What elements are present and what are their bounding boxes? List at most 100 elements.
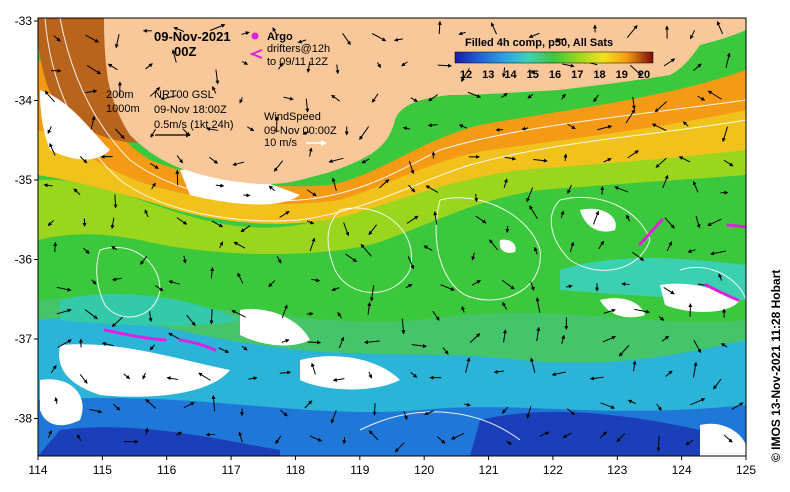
wind-legend-line1: WindSpeed xyxy=(264,111,321,123)
current-vector xyxy=(309,237,316,252)
drifter-legend-icon xyxy=(249,49,263,59)
current-vector xyxy=(530,357,536,374)
colorbar-ticks: 12 13 14 15 16 17 18 19 20 xyxy=(460,69,650,81)
current-vector xyxy=(369,285,375,302)
current-vector xyxy=(364,340,380,345)
credit-text: © IMOS 13-Nov-2021 11:28 Hobart xyxy=(769,270,783,462)
current-vector xyxy=(232,161,244,167)
current-vector xyxy=(150,128,156,138)
current-vector xyxy=(710,250,726,256)
current-vector xyxy=(432,310,440,321)
current-vector xyxy=(490,22,498,35)
current-vector xyxy=(561,93,566,100)
current-vector xyxy=(268,185,276,192)
current-vector xyxy=(281,339,290,343)
current-vector xyxy=(47,429,53,439)
current-vector xyxy=(437,63,452,68)
wind-legend-line3: 10 m/s xyxy=(264,137,298,149)
current-vector xyxy=(151,182,156,190)
current-vector xyxy=(173,26,185,33)
current-vector xyxy=(406,215,419,224)
current-vector xyxy=(306,220,315,225)
current-vector xyxy=(663,286,675,295)
current-vector xyxy=(50,364,57,374)
current-vector xyxy=(145,63,153,70)
current-vector xyxy=(469,333,481,343)
current-vector xyxy=(371,33,387,42)
current-vector xyxy=(528,32,540,38)
current-vector xyxy=(707,218,722,226)
current-vector xyxy=(504,156,517,161)
current-vector xyxy=(599,431,607,439)
current-vector xyxy=(368,224,377,236)
current-vector xyxy=(536,326,541,342)
current-vector xyxy=(693,63,702,72)
current-vector xyxy=(526,187,534,203)
current-vector xyxy=(247,126,255,132)
current-vector xyxy=(160,95,177,101)
current-vector xyxy=(618,345,630,357)
current-vector xyxy=(661,335,670,342)
current-vector xyxy=(503,178,508,189)
isobath-label-1000: 1000m xyxy=(106,103,140,115)
current-vector xyxy=(276,255,282,264)
current-vector xyxy=(56,286,72,292)
current-vector xyxy=(237,272,244,284)
current-vector xyxy=(562,63,575,68)
current-vector xyxy=(621,282,630,287)
current-vector xyxy=(79,156,88,164)
current-vector xyxy=(155,285,164,292)
current-vector xyxy=(306,61,311,73)
current-vector xyxy=(171,49,177,63)
current-vector xyxy=(44,90,55,103)
current-vector xyxy=(627,150,639,159)
colorbar-tick-label: 18 xyxy=(593,69,605,81)
current-vector xyxy=(305,98,310,113)
current-vector xyxy=(625,109,636,124)
x-tick-label: 116 xyxy=(157,463,176,477)
current-vector xyxy=(440,284,455,291)
current-vector xyxy=(183,402,195,409)
current-vector xyxy=(337,312,342,319)
y-tick-label: -35 xyxy=(15,173,33,187)
current-vector xyxy=(330,410,337,424)
current-vector xyxy=(692,361,698,378)
current-vector xyxy=(458,124,468,129)
current-vector xyxy=(502,329,507,343)
current-vector xyxy=(603,308,616,314)
current-vector xyxy=(368,430,379,441)
current-vector xyxy=(148,311,153,323)
current-vector xyxy=(533,158,548,163)
current-vector xyxy=(723,434,733,443)
current-vector xyxy=(209,309,214,325)
current-vector xyxy=(278,62,283,70)
current-vector xyxy=(678,156,691,163)
current-vector xyxy=(716,21,724,35)
current-vector xyxy=(47,126,52,134)
current-vector xyxy=(53,242,58,253)
x-tick-label: 117 xyxy=(222,463,241,477)
current-vector xyxy=(176,431,183,436)
current-vector xyxy=(632,360,637,372)
isobath-lines xyxy=(44,18,746,441)
current-vector xyxy=(505,225,510,234)
current-vector xyxy=(113,194,118,209)
current-vector xyxy=(331,287,340,292)
current-vector xyxy=(231,310,246,318)
current-vector xyxy=(210,266,215,279)
current-vector xyxy=(569,241,575,253)
current-vector xyxy=(393,37,403,42)
current-vector xyxy=(150,163,159,169)
current-vector xyxy=(114,34,120,49)
current-vector xyxy=(654,101,667,113)
current-vector xyxy=(663,58,676,67)
current-vector xyxy=(241,345,248,351)
current-vector xyxy=(239,97,244,104)
current-vector xyxy=(56,308,72,315)
current-vector xyxy=(603,158,612,163)
current-vector xyxy=(629,64,642,76)
sst-field xyxy=(38,18,746,456)
colorbar-tick-label: 14 xyxy=(504,69,517,81)
current-vector xyxy=(345,253,357,263)
